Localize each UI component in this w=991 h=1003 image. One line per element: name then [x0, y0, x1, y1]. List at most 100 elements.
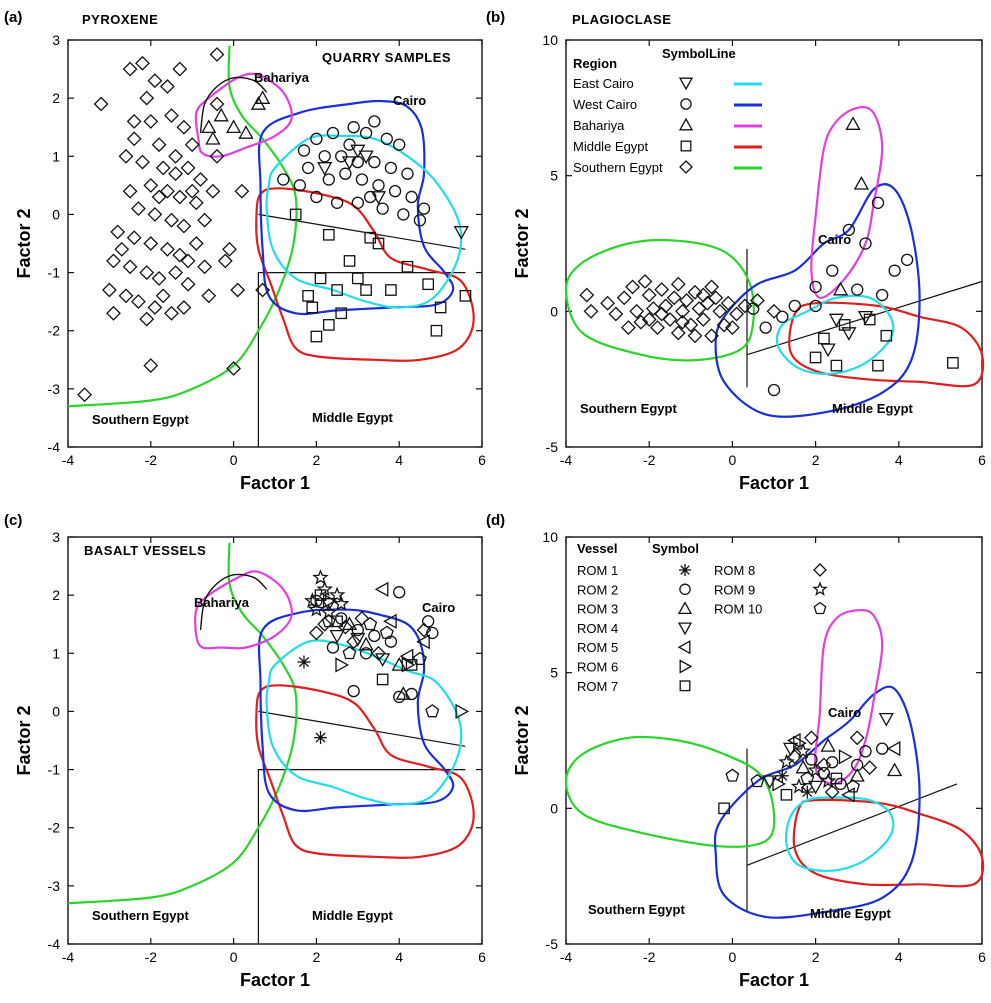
point-triangle-left: [886, 740, 901, 757]
region-label: Southern Egypt: [92, 412, 189, 427]
point-circle: [355, 173, 369, 186]
point-star: [304, 592, 321, 608]
point-diamond: [749, 293, 765, 308]
point-diamond: [151, 270, 167, 286]
point-circle: [372, 179, 385, 192]
region-label: Southern Egypt: [580, 401, 677, 416]
point-diamond: [209, 148, 225, 164]
legend-header-symbol: Symbol: [662, 46, 709, 61]
legend-symbol-square: [680, 140, 692, 152]
y-tick-label: -3: [48, 381, 61, 397]
point-circle: [851, 283, 864, 296]
y-tick-label: 0: [550, 303, 558, 319]
point-circle: [388, 184, 402, 198]
point-diamond: [176, 218, 192, 234]
point-circle: [871, 196, 885, 209]
point-diamond: [695, 312, 711, 327]
point-triangle-left: [383, 613, 397, 629]
point-diamond: [670, 276, 686, 292]
point-triangle-down: [317, 162, 333, 176]
x-tick-label: 0: [729, 452, 737, 468]
panel-title: PYROXENE: [82, 12, 158, 27]
point-diamond: [106, 253, 121, 269]
point-diamond: [126, 113, 142, 129]
point-star: [778, 753, 795, 770]
point-pentagon: [425, 704, 440, 718]
legend-symbol-triangle-left: [677, 640, 691, 655]
x-axis-label: Factor 1: [739, 970, 809, 990]
point-square: [947, 357, 959, 369]
legend-entry-label: ROM 1: [577, 563, 618, 578]
point-triangle-down: [878, 712, 894, 727]
plot-frame: [67, 39, 483, 448]
point-triangle-right: [793, 735, 807, 751]
point-square: [376, 673, 389, 686]
point-star: [819, 772, 837, 789]
point-diamond: [608, 306, 624, 322]
point-diamond: [176, 300, 192, 315]
x-tick-label: 2: [313, 452, 321, 468]
point-circle: [776, 310, 789, 323]
panel-label: (d): [486, 512, 505, 529]
point-star: [332, 595, 350, 611]
point-diamond: [184, 183, 200, 199]
point-asterisk: [314, 731, 328, 745]
point-circle: [859, 237, 872, 250]
point-circle: [335, 150, 348, 163]
point-triangle-left: [374, 581, 389, 597]
point-triangle-up: [225, 119, 242, 134]
point-star: [807, 761, 824, 778]
point-triangle-down: [329, 629, 345, 644]
point-circle: [347, 121, 360, 134]
point-diamond: [654, 282, 670, 298]
point-square: [351, 272, 364, 285]
point-triangle-right: [838, 749, 853, 765]
plot-frame: [565, 536, 983, 945]
legend-entry-label: East Cairo: [573, 76, 634, 91]
y-axis-label: Factor 2: [512, 208, 532, 278]
point-circle: [310, 132, 323, 146]
point-circle: [364, 190, 377, 204]
point-square: [306, 301, 319, 314]
legend-entry-label: Bahariya: [573, 118, 625, 133]
point-triangle-right: [455, 703, 470, 720]
point-circle: [393, 690, 406, 704]
y-tick-label: 5: [550, 665, 558, 681]
point-circle: [351, 196, 364, 209]
point-square: [830, 359, 843, 372]
panel-label: (a): [4, 9, 22, 26]
legend-entry-label: ROM 6: [577, 660, 618, 675]
reference-line: [257, 272, 466, 447]
cyan-boundary: [775, 294, 895, 376]
panel-label: (b): [486, 9, 505, 26]
point-asterisk: [297, 655, 311, 669]
point-diamond: [641, 312, 657, 327]
point-triangle-down: [350, 144, 366, 159]
x-tick-label: -2: [145, 949, 158, 965]
point-diamond: [155, 160, 171, 176]
point-triangle-right: [401, 657, 416, 673]
point-diamond: [824, 784, 840, 800]
point-circle: [422, 615, 435, 628]
point-square: [322, 319, 335, 331]
point-circle: [326, 126, 340, 140]
legend-symbol-asterisk: [679, 564, 691, 576]
point-triangle-up: [201, 119, 217, 134]
region-label: Bahariya: [254, 70, 310, 85]
point-triangle-down: [358, 150, 374, 165]
region-label: Cairo: [818, 232, 851, 247]
point-diamond: [126, 230, 142, 246]
reference-line: [746, 783, 958, 866]
point-circle: [809, 280, 822, 294]
point-square: [364, 231, 377, 244]
point-triangle-up: [853, 175, 870, 190]
blue-boundary: [257, 608, 455, 813]
y-tick-label: -4: [48, 439, 61, 455]
point-diamond: [679, 293, 695, 308]
point-diamond: [654, 306, 670, 322]
point-diamond: [147, 300, 163, 315]
black-boundary: [199, 573, 268, 631]
point-diamond: [337, 619, 353, 635]
y-tick-label: -4: [48, 936, 61, 952]
point-circle: [759, 321, 772, 334]
